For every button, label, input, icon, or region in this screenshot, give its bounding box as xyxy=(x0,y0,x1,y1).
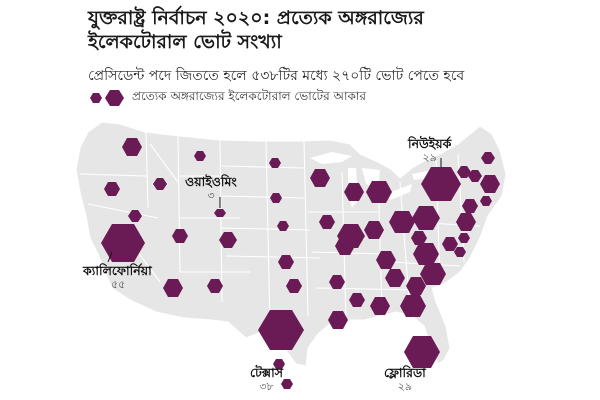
leader-lines xyxy=(107,158,442,263)
hex-north-carolina xyxy=(420,263,446,285)
legend-small-hexagon xyxy=(90,93,102,103)
hex-tennessee xyxy=(385,269,405,287)
hex-ohio xyxy=(389,211,415,233)
hex-pennsylvania xyxy=(412,206,440,230)
legend-hexagon-icons xyxy=(90,90,124,106)
hex-south-dakota xyxy=(270,193,282,203)
hex-west-virginia xyxy=(411,231,427,245)
hex-arizona xyxy=(163,279,183,297)
hex-colorado xyxy=(219,232,237,248)
hex-georgia xyxy=(400,295,426,317)
hex-utah xyxy=(172,229,188,243)
label-florida-name: ফ্লোরিডা xyxy=(384,365,426,380)
hex-new-york xyxy=(421,167,461,201)
label-florida-votes: ২৯ xyxy=(397,380,413,393)
legend-large-hexagon xyxy=(105,90,124,106)
hex-florida xyxy=(404,336,440,368)
hex-new-jersey xyxy=(456,213,476,231)
label-california-votes: ৫৫ xyxy=(111,278,126,291)
hex-vermont xyxy=(457,166,471,178)
map-subtitle: প্রেসিডেন্ট পদে জিততে হলে ৫৩৮টির মধ্যে ২… xyxy=(88,68,465,84)
hex-louisiana xyxy=(328,311,348,329)
hex-texas xyxy=(258,310,304,350)
label-texas-name: টেক্সাস xyxy=(250,365,283,380)
hex-kentucky xyxy=(376,251,396,269)
hex-south-carolina xyxy=(406,277,426,295)
hex-wisconsin xyxy=(344,183,364,201)
hex-iowa xyxy=(319,215,335,229)
hex-massachusetts xyxy=(480,175,500,193)
hex-alaska xyxy=(273,359,285,369)
hex-kansas xyxy=(278,255,294,269)
leader-california xyxy=(107,251,113,263)
label-new-york: নিউইয়র্ক ২৯ xyxy=(408,137,451,165)
hex-minnesota xyxy=(310,169,330,187)
map-title: যুক্তরাষ্ট্র নির্বাচন ২০২০: প্রত্যেক অঙ্… xyxy=(88,6,448,54)
hex-wyoming xyxy=(214,209,226,217)
label-california-name: ক্যালিফোর্নিয়া xyxy=(83,263,152,278)
hex-montana xyxy=(194,151,206,161)
label-texas-votes: ৩৮ xyxy=(259,380,274,393)
label-wyoming-votes: ৩ xyxy=(207,189,215,202)
hex-washington xyxy=(122,138,142,156)
lake-superior xyxy=(310,152,352,164)
hex-dc xyxy=(454,247,466,257)
hex-oklahoma xyxy=(286,279,302,293)
us-map xyxy=(75,121,507,389)
title-line-2: ইলেকটোরাল ভোট সংখ্যা xyxy=(88,31,282,53)
legend: প্রত্যেক অঙ্গরাজ্যের ইলেকটোরাল ভোটের আকা… xyxy=(88,89,366,107)
hex-virginia xyxy=(413,243,439,265)
label-new-york-votes: ২৯ xyxy=(422,151,437,164)
hex-north-dakota xyxy=(269,158,281,168)
state-hexagons xyxy=(101,138,500,389)
hex-michigan xyxy=(366,181,392,203)
hex-maine xyxy=(481,152,495,164)
title-line-1: যুক্তরাষ্ট্র নির্বাচন ২০২০: প্রত্যেক অঙ্… xyxy=(88,7,424,29)
hex-arkansas xyxy=(329,275,345,289)
hex-indiana xyxy=(364,221,384,239)
hex-nevada xyxy=(128,210,142,222)
hex-maryland xyxy=(442,237,458,251)
hex-oregon xyxy=(104,182,120,196)
hex-nebraska xyxy=(277,221,289,231)
label-wyoming: ওয়াইওমিং ৩ xyxy=(185,175,237,203)
label-texas: টেক্সাস ৩৮ xyxy=(250,366,283,394)
legend-text: প্রত্যেক অঙ্গরাজ্যের ইলেকটোরাল ভোটের আকা… xyxy=(132,89,366,103)
hex-delaware xyxy=(458,233,470,243)
lake-erie xyxy=(386,184,412,200)
hex-idaho xyxy=(153,178,167,190)
hex-connecticut xyxy=(462,199,478,213)
label-california: ক্যালিফোর্নিয়া ৫৫ xyxy=(83,264,152,292)
label-wyoming-name: ওয়াইওমিং xyxy=(185,174,237,189)
hex-new-hampshire xyxy=(468,170,482,182)
label-florida: ফ্লোরিডা ২৯ xyxy=(384,366,426,394)
hex-rhode-island xyxy=(480,196,492,206)
label-new-york-name: নিউইয়র্ক xyxy=(408,136,452,151)
hex-alabama xyxy=(370,297,390,315)
hex-illinois xyxy=(337,224,365,248)
us-land xyxy=(75,121,507,367)
hex-new-mexico xyxy=(207,279,223,293)
hex-hawaii xyxy=(281,379,293,389)
hex-mississippi xyxy=(349,293,365,307)
